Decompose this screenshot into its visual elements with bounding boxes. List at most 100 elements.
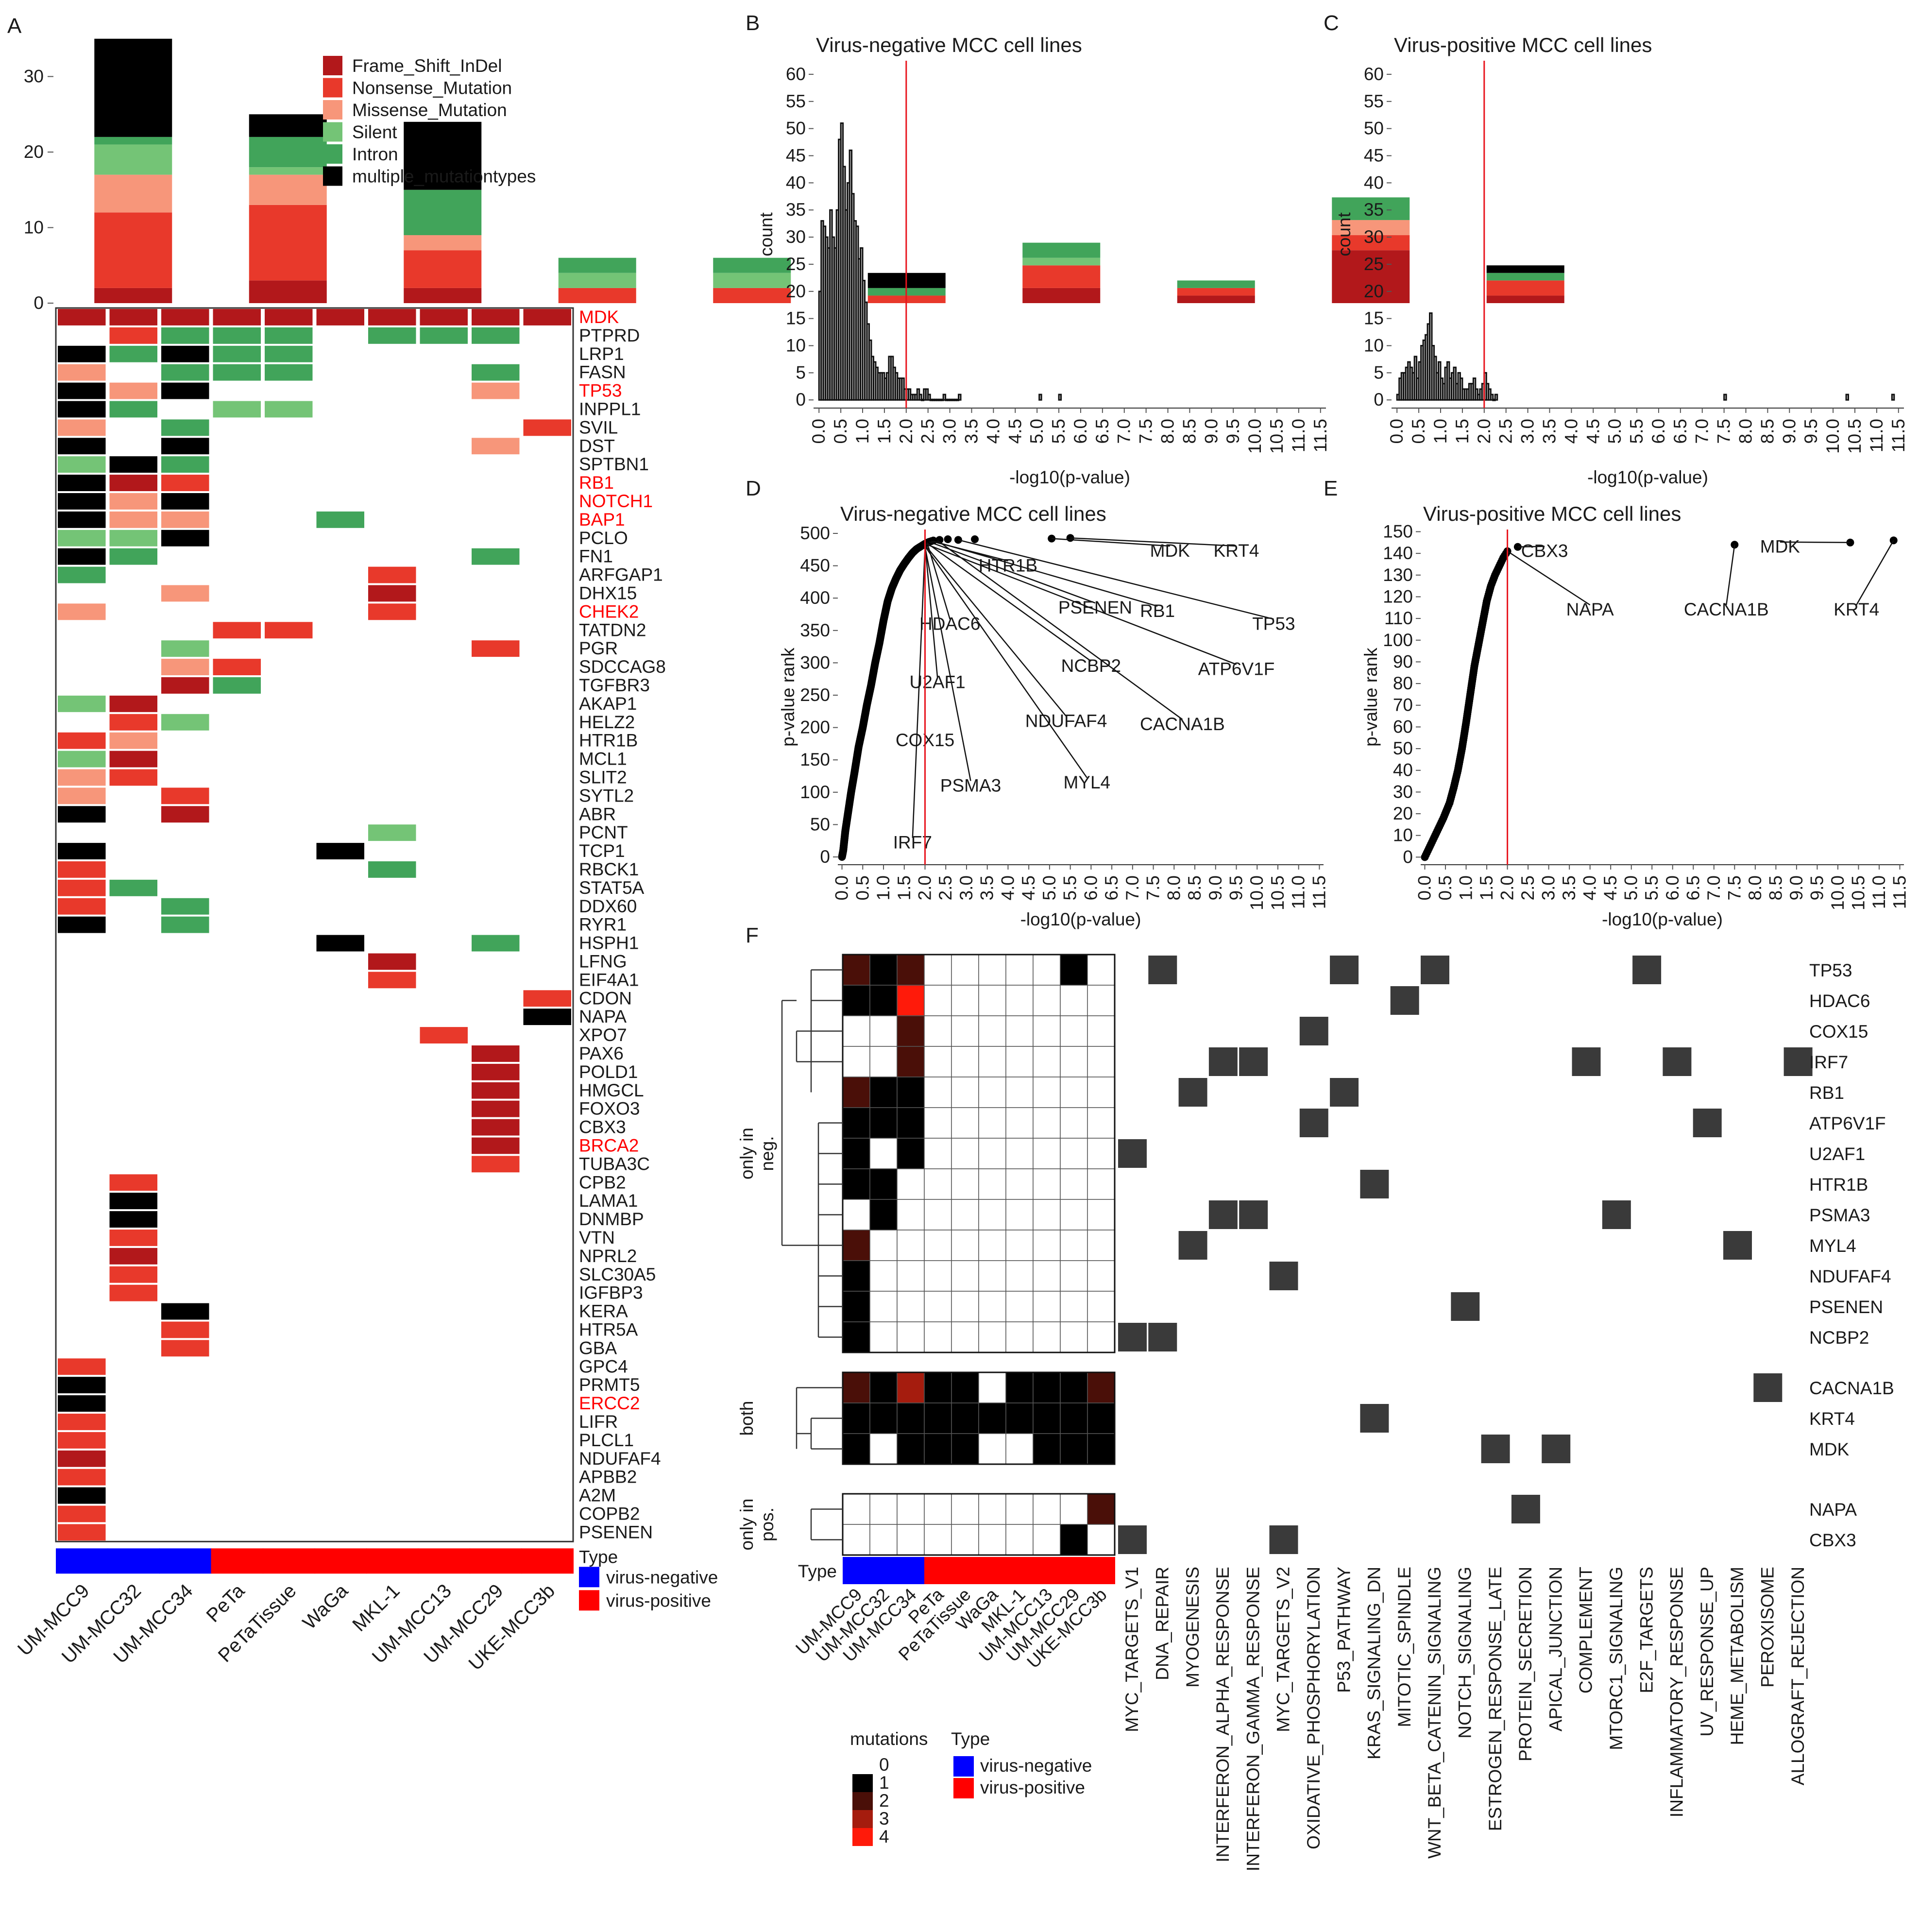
panel-letter-B: B (746, 11, 760, 35)
f-mut-cell (897, 1372, 925, 1403)
f-mut-cell (1087, 1107, 1115, 1139)
bar-intron (404, 189, 482, 236)
e-ytick-label: 0 (1403, 847, 1413, 867)
d-annotation-line (1052, 538, 1170, 547)
f-legend-mut-label: 2 (879, 1791, 889, 1811)
type-legend-swatch (579, 1590, 599, 1611)
f-mut-cell (842, 1321, 870, 1353)
b-ytick-label: 35 (786, 200, 806, 220)
b-xtick-label: 2.0 (896, 419, 916, 444)
f-mut-cell (1087, 1199, 1115, 1231)
c-ytick-label: 55 (1364, 91, 1384, 111)
onco-cell (161, 640, 209, 657)
f-mut-cell (897, 1230, 925, 1261)
c-ytick-label: 45 (1364, 146, 1384, 166)
type-cell (418, 1548, 470, 1574)
onco-cell (109, 1211, 157, 1228)
b-xtick-label: 4.0 (983, 419, 1003, 444)
bar-multiple (1486, 265, 1564, 273)
gene-label: NOTCH1 (579, 491, 653, 511)
onco-cell (109, 456, 157, 473)
legend-label: Intron (352, 144, 398, 164)
f-mut-cell (978, 1015, 1006, 1047)
bar-silent (713, 273, 791, 288)
c-xlabel: -log10(p-value) (1587, 467, 1708, 487)
e-annotation-line (1856, 540, 1894, 605)
f-mut-cell (1060, 1230, 1088, 1261)
c-xtick-label: 8.5 (1757, 419, 1777, 444)
f-mut-cell (951, 1433, 979, 1465)
f-mut-cell (978, 1107, 1006, 1139)
b-bin (927, 393, 931, 401)
f-hallmark-label: MYC_TARGETS_V2 (1274, 1567, 1293, 1732)
gene-label: APBB2 (579, 1467, 637, 1487)
onco-cell (420, 309, 468, 325)
bar-multiple (94, 38, 172, 137)
onco-cell (161, 345, 209, 362)
f-mut-cell (1033, 1230, 1061, 1261)
f-mut-cell (1005, 985, 1034, 1016)
f-mut-cell (1033, 1493, 1061, 1525)
f-hallmark-label: E2F_TARGETS (1636, 1567, 1656, 1693)
gene-label: NAPA (579, 1007, 627, 1026)
d-ytick-label: 300 (800, 652, 830, 672)
f-mut-cell (924, 1077, 952, 1108)
f-mut-cell (951, 954, 979, 986)
type-cell (107, 1548, 160, 1574)
f-mut-cell (1087, 1168, 1115, 1200)
d-ytick-label: 250 (800, 685, 830, 705)
type-cell (263, 1548, 315, 1574)
f-gene-label: CBX3 (1809, 1530, 1856, 1550)
legend-swatch-nonsense (323, 78, 342, 98)
d-xtick-label: 10.5 (1268, 875, 1288, 910)
d-xtick-label: 9.0 (1206, 875, 1225, 900)
f-hallmark-cell (1148, 956, 1177, 984)
f-hallmark-label: NOTCH_SIGNALING (1455, 1567, 1475, 1739)
b-xtick-label: 4.5 (1005, 419, 1025, 444)
f-mut-cell (1087, 1077, 1115, 1108)
c-ytick-label: 50 (1364, 119, 1384, 138)
d-xtick-label: 7.0 (1122, 875, 1142, 900)
a-ytick-label: 0 (34, 293, 44, 313)
onco-cell (58, 419, 106, 436)
f-mut-cell (1005, 1199, 1034, 1231)
gene-label: FASN (579, 362, 626, 382)
onco-cell (58, 806, 106, 823)
d-ytick-label: 200 (800, 718, 830, 737)
d-xtick-label: 4.5 (1019, 875, 1038, 900)
d-ytick-label: 150 (800, 750, 830, 769)
e-ytick-label: 100 (1383, 630, 1413, 650)
onco-cell (58, 769, 106, 786)
f-mut-cell (1033, 1260, 1061, 1292)
e-xtick-label: 0.0 (1415, 875, 1435, 900)
f-group-label: only in (737, 1128, 757, 1180)
onco-cell (161, 475, 209, 491)
d-xtick-label: 5.0 (1039, 875, 1059, 900)
c-xtick-label: 4.0 (1561, 419, 1581, 444)
onco-cell (523, 1009, 571, 1026)
c-xtick-label: 0.5 (1409, 419, 1428, 444)
f-hallmark-label: WNT_BETA_CATENIN_SIGNALING (1425, 1567, 1444, 1859)
onco-cell (109, 751, 157, 768)
f-mut-cell (924, 1138, 952, 1169)
f-mut-cell (1087, 1291, 1115, 1322)
onco-cell (213, 677, 261, 694)
f-mut-cell (1033, 1107, 1061, 1139)
f-mut-cell (869, 1291, 898, 1322)
onco-cell (161, 806, 209, 823)
e-xtick-label: 3.0 (1539, 875, 1559, 900)
f-type-cell (951, 1557, 979, 1584)
legend-label: Missense_Mutation (352, 100, 507, 120)
c-bin (1891, 393, 1895, 401)
b-xtick-label: 9.0 (1201, 419, 1221, 444)
f-mut-cell (951, 1230, 979, 1261)
f-mut-cell (842, 985, 870, 1016)
bar-frameshift (1022, 288, 1101, 303)
onco-cell (109, 1174, 157, 1191)
f-mut-cell (951, 1199, 979, 1231)
f-mut-cell (924, 1230, 952, 1261)
e-ytick-label: 110 (1384, 608, 1413, 628)
type-cell (521, 1548, 574, 1574)
onco-cell (58, 1505, 106, 1522)
